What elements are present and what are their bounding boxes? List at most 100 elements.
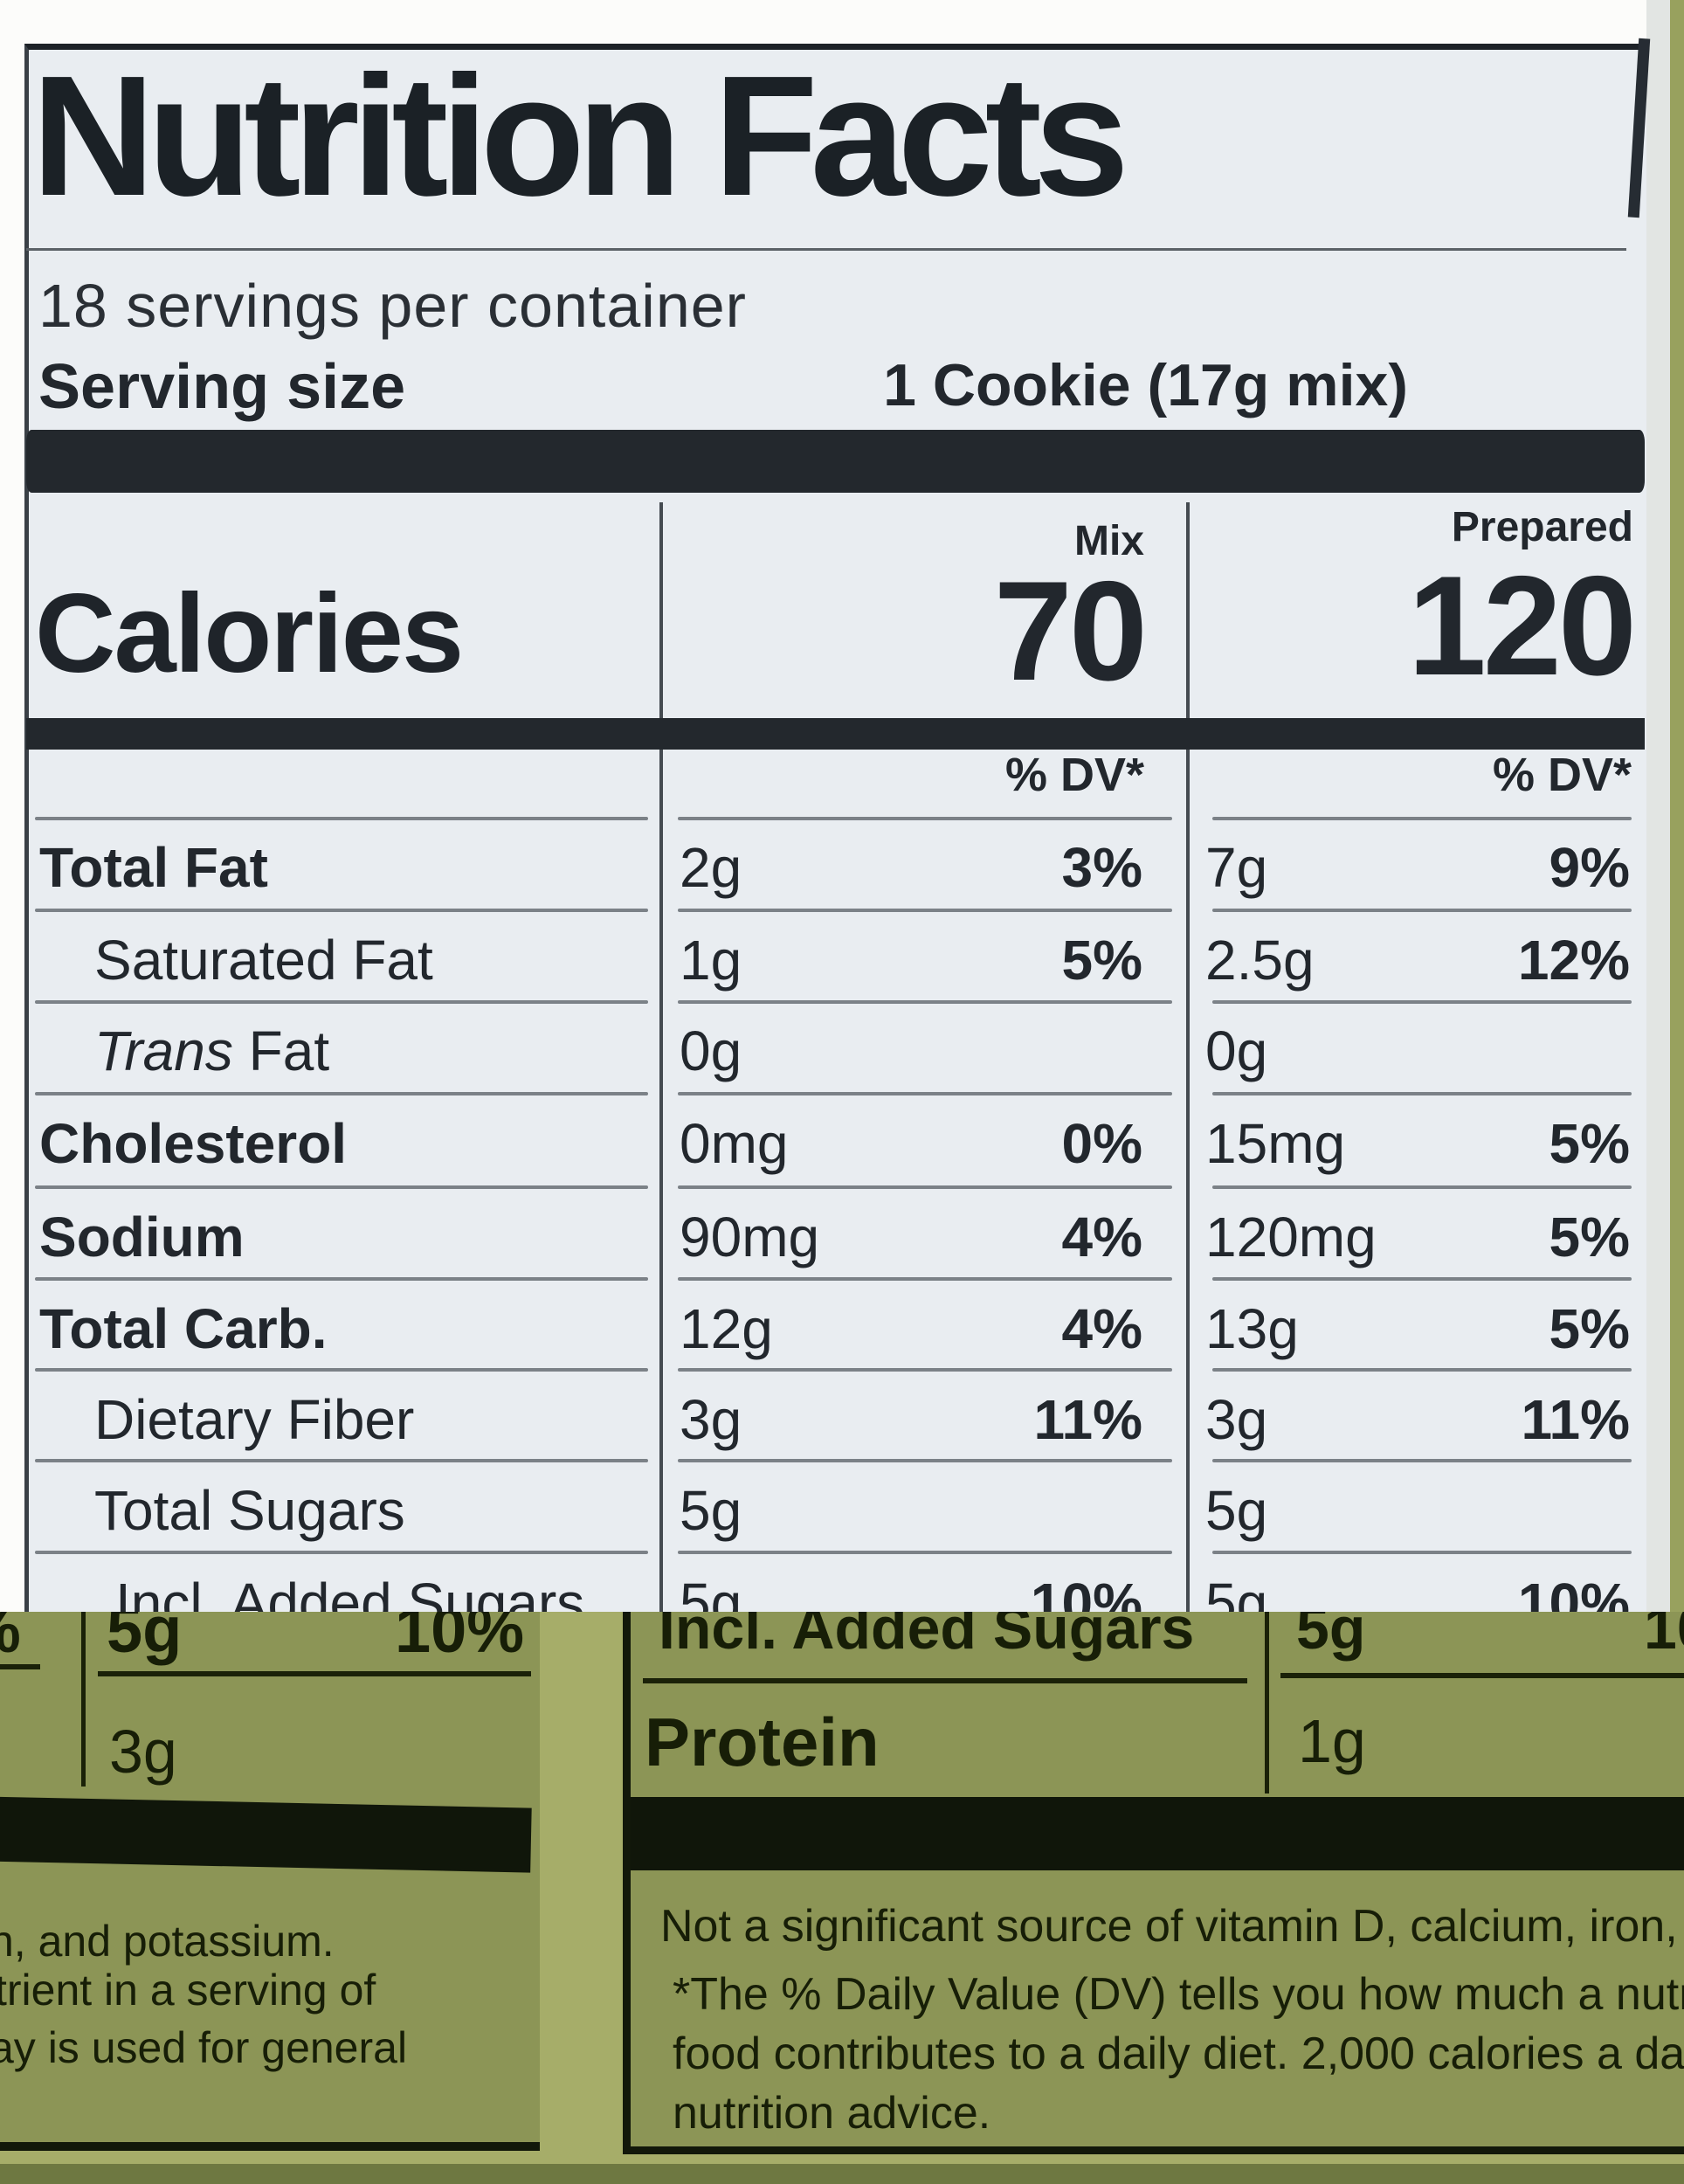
mix-dv: 11% xyxy=(1033,1388,1142,1451)
photo-edge-strip xyxy=(1646,0,1670,1612)
dv-footnote-line2: food contributes to a daily diet. 2,000 … xyxy=(673,2028,1684,2079)
nutrition-facts-panel xyxy=(24,44,1651,1612)
nutrient-label: Incl. Added Sugars xyxy=(115,1572,585,1612)
fragment-hairline xyxy=(0,1664,40,1669)
table-row-total-sugars: Total Sugars 5g 5g xyxy=(0,1466,1684,1560)
package-photo-section: % 5g 10% 3g n, and potassium. trient in … xyxy=(0,1612,1684,2184)
prepared-amount: 13g xyxy=(1205,1297,1299,1360)
protein-label: Protein xyxy=(645,1704,880,1780)
mix-amount: 0mg xyxy=(680,1112,789,1175)
row-hairline xyxy=(0,817,1684,820)
fragment-hairline xyxy=(98,1671,531,1676)
prepared-dv: 5% xyxy=(1549,1112,1631,1175)
nutrient-label: Total Sugars xyxy=(94,1479,405,1542)
mix-amount: 12g xyxy=(680,1297,773,1360)
cut-amount: 5g xyxy=(1296,1612,1366,1662)
title-divider-line xyxy=(26,248,1626,251)
table-row-dietary-fiber: Dietary Fiber 3g 11% 3g 11% xyxy=(0,1375,1684,1469)
servings-per-container: 18 servings per container xyxy=(38,272,747,340)
prepared-dv: 5% xyxy=(1549,1297,1631,1360)
mix-amount: 90mg xyxy=(680,1206,820,1268)
fragment-line-potassium: n, and potassium. xyxy=(0,1917,335,1966)
fragment-line-nutrient: trient in a serving of xyxy=(0,1966,376,2015)
fragment-separator-bar xyxy=(0,1796,532,1873)
fragment-hairline xyxy=(1280,1673,1684,1678)
prepared-dv: 9% xyxy=(1549,836,1631,899)
prepared-dv: 5% xyxy=(1549,1206,1631,1268)
column-divider-mix xyxy=(659,502,663,1612)
dv-header-mix: % DV* xyxy=(1004,749,1144,801)
nutrient-label: Sodium xyxy=(39,1206,245,1268)
row-hairline xyxy=(0,1368,1684,1372)
fragment-hairline xyxy=(643,1678,1247,1683)
table-row-cholesterol: Cholesterol 0mg 0% 15mg 5% xyxy=(0,1099,1684,1193)
dv-header-prepared: % DV* xyxy=(1492,749,1632,801)
fragment-amount-3g: 3g xyxy=(109,1717,177,1786)
label-fragment-right: Incl. Added Sugars 5g 10% Protein 1g Not… xyxy=(623,1612,1684,2154)
cut-percent-fragment: % xyxy=(0,1612,21,1666)
fragment-column-divider xyxy=(81,1612,86,1787)
calories-label: Calories xyxy=(35,571,464,696)
fragment-line-general: ay is used for general xyxy=(0,2023,408,2072)
prepared-amount: 2.5g xyxy=(1205,929,1315,992)
mix-amount: 5g xyxy=(680,1572,742,1612)
prepared-amount: 15mg xyxy=(1205,1112,1346,1175)
not-significant-note: Not a significant source of vitamin D, c… xyxy=(660,1901,1678,1952)
row-hairline xyxy=(0,1277,1684,1281)
cut-dv: 10% xyxy=(1644,1612,1684,1662)
nutrition-facts-title: Nutrition Facts xyxy=(31,40,1129,232)
cut-amount: 5g xyxy=(107,1612,183,1666)
prepared-amount: 0g xyxy=(1205,1019,1268,1082)
nutrient-label: Trans Fat xyxy=(94,1019,330,1082)
table-row-added-sugars: Incl. Added Sugars 5g 10% 5g 10% xyxy=(0,1559,1684,1612)
table-row-sodium: Sodium 90mg 4% 120mg 5% xyxy=(0,1192,1684,1287)
row-hairline xyxy=(0,1000,1684,1004)
mix-amount: 3g xyxy=(680,1388,742,1451)
thick-separator-bar-calories xyxy=(26,718,1645,750)
row-hairline xyxy=(0,1185,1684,1189)
serving-size-value: 1 Cookie (17g mix) xyxy=(883,352,1408,418)
nutrient-label: Total Fat xyxy=(39,836,268,899)
label-closeup-section: Nutrition Facts 18 servings per containe… xyxy=(0,0,1684,1612)
cut-row-added-sugars-right: Incl. Added Sugars 5g 10% xyxy=(631,1612,1684,1668)
table-row-saturated-fat: Saturated Fat 1g 5% 2.5g 12% xyxy=(0,916,1684,1010)
protein-amount: 1g xyxy=(1298,1707,1366,1775)
nutrient-label: Dietary Fiber xyxy=(94,1388,415,1451)
prepared-column-header: Prepared xyxy=(1451,504,1633,550)
mix-amount: 2g xyxy=(680,836,742,899)
cut-label: Incl. Added Sugars xyxy=(659,1612,1195,1662)
dv-footnote-line3: nutrition advice. xyxy=(673,2088,991,2139)
prepared-dv: 10% xyxy=(1517,1572,1630,1612)
dv-footnote-line1: *The % Daily Value (DV) tells you how mu… xyxy=(673,1969,1684,2020)
table-row-total-fat: Total Fat 2g 3% 7g 9% xyxy=(0,823,1684,917)
mix-dv: 3% xyxy=(1061,836,1143,899)
label-fragment-left: % 5g 10% 3g n, and potassium. trient in … xyxy=(0,1612,540,2151)
fragment-column-divider xyxy=(1265,1612,1269,1794)
prepared-amount: 5g xyxy=(1205,1479,1268,1542)
row-hairline xyxy=(0,1459,1684,1462)
nutrient-label: Total Carb. xyxy=(39,1297,328,1360)
package-edge-sliver xyxy=(1670,0,1684,1612)
row-hairline xyxy=(0,1092,1684,1095)
mix-amount: 5g xyxy=(680,1479,742,1542)
prepared-dv: 11% xyxy=(1521,1388,1630,1451)
cut-dv: 10% xyxy=(395,1612,525,1666)
mix-dv: 4% xyxy=(1061,1297,1143,1360)
row-hairline xyxy=(0,1551,1684,1554)
fragment-separator-bar xyxy=(631,1797,1684,1870)
nutrient-label: Cholesterol xyxy=(39,1112,348,1175)
prepared-amount: 120mg xyxy=(1205,1206,1377,1268)
prepared-amount: 5g xyxy=(1205,1572,1268,1612)
table-row-trans-fat: Trans Fat 0g 0g xyxy=(0,1006,1684,1101)
serving-size-label: Serving size xyxy=(38,352,406,422)
nutrient-label: Saturated Fat xyxy=(94,929,433,992)
row-hairline xyxy=(0,909,1684,912)
prepared-dv: 12% xyxy=(1517,929,1630,992)
mix-amount: 0g xyxy=(680,1019,742,1082)
mix-amount: 1g xyxy=(680,929,742,992)
thick-separator-bar-top xyxy=(26,430,1645,493)
calories-prepared-value: 120 xyxy=(1407,547,1637,705)
cut-row-added-sugars-left: % 5g 10% xyxy=(0,1612,540,1666)
calories-mix-value: 70 xyxy=(993,552,1148,710)
